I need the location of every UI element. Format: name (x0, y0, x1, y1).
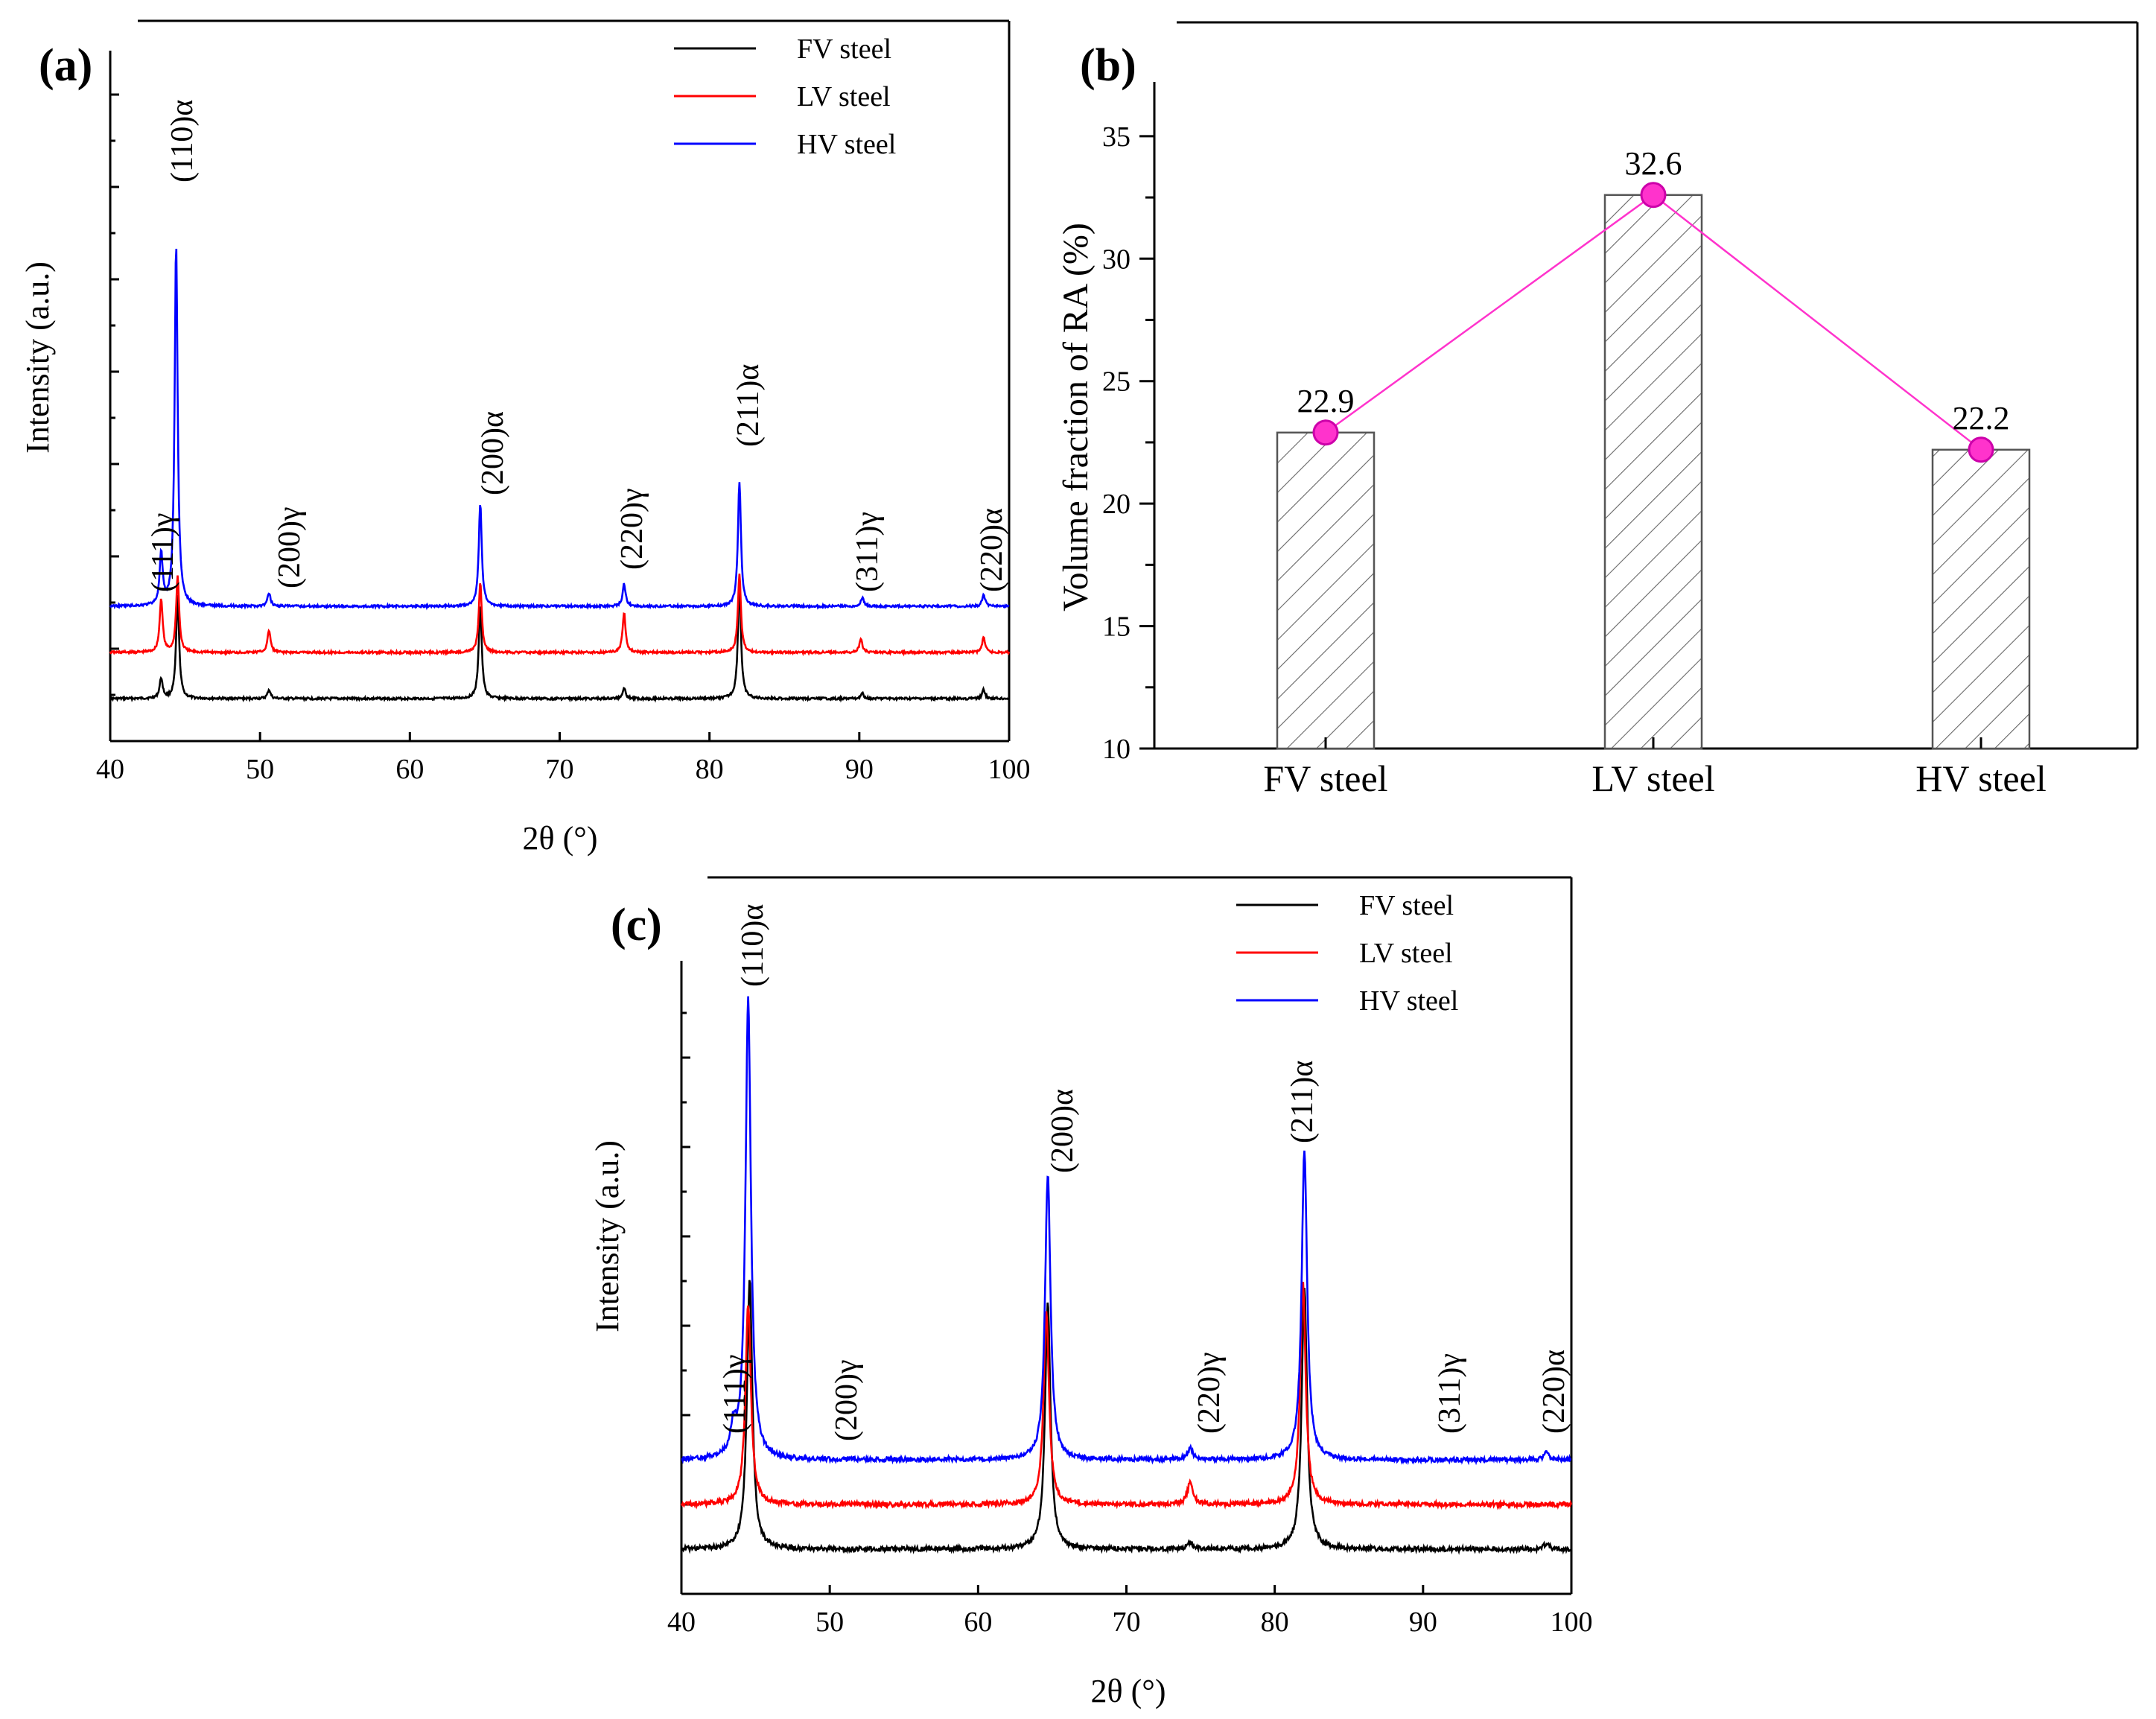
c-peak-label: (220)γ (1192, 1352, 1227, 1434)
b-bar-fv-steel (1276, 431, 1376, 750)
a-legend: FV steel LV steel HV steel (674, 34, 896, 160)
c-peak-label: (200)α (1046, 1089, 1080, 1173)
b-data-label: 22.9 (1297, 383, 1355, 419)
panel-a-label: (a) (39, 40, 92, 91)
c-series-line-fv-steel (680, 1280, 1573, 1555)
c-x-tick-label: 90 (1409, 1607, 1437, 1638)
b-bar-hv-steel (1931, 448, 2031, 750)
c-peak-label: (220)α (1537, 1350, 1571, 1434)
b-data-label: 32.6 (1625, 145, 1682, 182)
c-x-axis-label: 2θ (°) (1091, 1673, 1166, 1709)
c-legend-label: LV steel (1359, 938, 1453, 969)
c-x-tick-label: 100 (1551, 1607, 1593, 1638)
b-bar-lv-steel (1603, 194, 1703, 750)
a-x-ticks: 40 50 60 70 80 90 100 (96, 732, 1031, 785)
b-y-tick-label: 35 (1102, 121, 1131, 153)
b-data-label: 22.2 (1953, 400, 2010, 436)
c-series-line-lv-steel (680, 1281, 1573, 1510)
b-category-label: HV steel (1915, 757, 2046, 799)
c-x-tick-label: 40 (667, 1607, 696, 1638)
panel-b-label: (b) (1080, 40, 1136, 91)
b-y-tick-label: 25 (1102, 366, 1131, 398)
a-peak-label: (220)α (975, 508, 1009, 592)
a-series-line-lv-steel (109, 573, 1011, 657)
a-x-tick-label: 50 (246, 754, 274, 785)
b-y-tick-label: 15 (1102, 611, 1131, 643)
c-y-ticks (681, 1011, 690, 1551)
b-y-axis-label: Volume fraction of RA (%) (1056, 223, 1096, 611)
b-category-label: FV steel (1263, 757, 1387, 799)
b-category-labels: FV steel LV steel HV steel (1263, 737, 2047, 799)
b-data-point (1312, 419, 1339, 446)
c-legend-label: FV steel (1359, 890, 1454, 921)
a-series-line-fv-steel (109, 582, 1011, 703)
c-x-ticks: 40 50 60 70 80 90 100 (667, 1585, 1593, 1638)
a-legend-label: FV steel (797, 34, 891, 65)
b-y-tick-label: 10 (1102, 734, 1131, 765)
c-peak-label: (211)α (1285, 1061, 1320, 1143)
a-y-axis-label: Intensity (a.u.) (19, 261, 56, 454)
a-legend-label: HV steel (797, 129, 896, 160)
c-peak-label: (311)γ (1433, 1353, 1467, 1434)
b-y-tick-label: 30 (1102, 244, 1131, 275)
a-x-tick-label: 40 (96, 754, 124, 785)
c-x-tick-label: 50 (815, 1607, 844, 1638)
c-x-tick-label: 70 (1113, 1607, 1141, 1638)
b-y-tick-label: 20 (1102, 489, 1131, 520)
b-category-label: LV steel (1591, 757, 1714, 799)
panel-c: 40 50 60 70 80 90 100 FV steel LV steel HV steel… (589, 876, 1593, 1709)
a-x-axis-label: 2θ (°) (523, 820, 598, 857)
a-peak-label: (220)γ (615, 488, 649, 570)
c-legend: FV steel LV steel HV steel (1236, 890, 1458, 1017)
a-peak-label: (200)α (476, 411, 510, 495)
a-peak-label: (200)γ (273, 506, 307, 588)
a-x-tick-label: 70 (546, 754, 574, 785)
a-peak-label: (110)α (165, 100, 200, 182)
panel-c-label: (c) (611, 900, 662, 950)
a-series-group (109, 248, 1011, 703)
b-data-point (1640, 182, 1667, 209)
c-peak-annotations: (111)γ (110)α (200)γ (200)α (220)γ (211)α (311… (718, 904, 1571, 1441)
c-peak-label: (200)γ (830, 1359, 864, 1441)
c-series-group (680, 996, 1573, 1555)
panel-b: 10 15 20 25 30 35 22.9 32.6 22.2 FV steel LV ste… (1056, 21, 2139, 799)
b-data-point (1968, 436, 1994, 463)
a-x-tick-label: 90 (845, 754, 874, 785)
c-series-line-hv-steel (681, 996, 1572, 1466)
a-legend-label: LV steel (797, 81, 891, 112)
c-y-axis-label: Intensity (a.u.) (589, 1140, 626, 1332)
a-x-tick-label: 80 (696, 754, 724, 785)
c-peak-label: (111)γ (718, 1355, 752, 1434)
a-peak-label: (311)γ (850, 512, 885, 592)
a-peak-annotations: (111)γ (110)α (200)γ (200)α (220)γ (211)α (311… (146, 100, 1009, 592)
a-peak-label: (111)γ (146, 513, 180, 592)
b-bars-group: 22.9 32.6 22.2 (1276, 145, 2031, 750)
a-x-tick-label: 60 (395, 754, 424, 785)
c-x-tick-label: 60 (964, 1607, 992, 1638)
c-x-tick-label: 80 (1261, 1607, 1289, 1638)
c-legend-label: HV steel (1359, 985, 1458, 1017)
a-x-tick-label: 100 (988, 754, 1031, 785)
a-peak-label: (211)α (731, 364, 766, 447)
c-peak-label: (110)α (736, 904, 770, 987)
a-series-line-hv-steel (109, 248, 1010, 611)
b-y-ticks: 10 15 20 25 30 35 (1102, 121, 1154, 765)
panel-a: 40 50 60 70 80 90 100 FV steel LV steel HV steel… (19, 19, 1031, 857)
a-y-ticks (110, 93, 119, 696)
